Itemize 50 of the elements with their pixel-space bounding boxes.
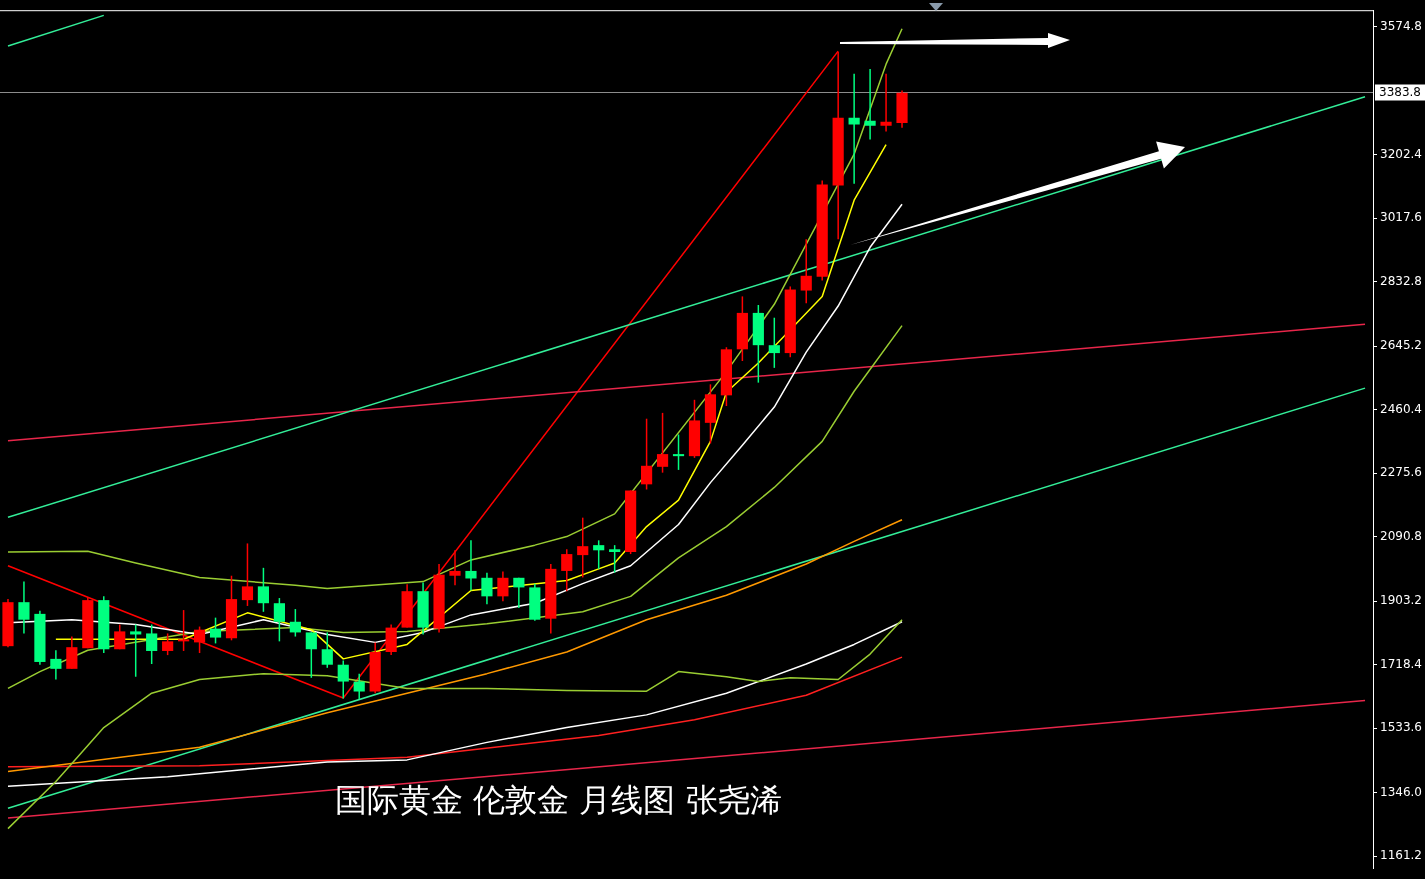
y-tick-label: 1903.2 (1380, 593, 1422, 608)
candlestick (353, 672, 365, 700)
y-tick-label: 1533.6 (1380, 720, 1422, 735)
y-tick-label: 2275.6 (1380, 465, 1422, 480)
ref-line-label: 3383.8 (1379, 84, 1421, 99)
candlestick (241, 542, 254, 607)
candlestick (178, 609, 190, 652)
candlestick (656, 412, 669, 474)
candlestick (146, 623, 158, 665)
y-tick-label: 3017.6 (1380, 210, 1422, 225)
candlestick (641, 417, 653, 491)
candlestick (465, 539, 477, 592)
text: 国际黄金 伦敦金 月线图 张尧浠 (335, 781, 782, 820)
candlestick (209, 616, 222, 645)
y-tick-label: 1718.4 (1380, 656, 1422, 671)
candlestick (18, 580, 30, 635)
candlestick (337, 659, 349, 700)
y-tick-label: 3202.4 (1380, 146, 1422, 161)
candlestick (162, 632, 174, 656)
candlestick (848, 73, 860, 185)
candlestick (593, 539, 605, 570)
y-tick-label: 2645.2 (1380, 338, 1422, 353)
y-tick-label: 2090.8 (1380, 528, 1422, 543)
y-tick-label: 2832.8 (1380, 273, 1422, 288)
candlestick (481, 571, 493, 605)
candlestick (513, 577, 525, 609)
candlestick (561, 548, 573, 592)
candlestick (130, 623, 142, 678)
candlestick (800, 238, 812, 305)
candlestick (449, 549, 461, 587)
y-tick-label: 2460.4 (1380, 401, 1422, 416)
y-tick-label: 1161.2 (1380, 848, 1422, 863)
candlestick (114, 623, 126, 650)
y-tick-label: 3574.8 (1380, 18, 1422, 33)
candlestick (273, 597, 285, 643)
candlestick (193, 625, 206, 654)
candlestick (609, 544, 621, 574)
candlestick (50, 649, 62, 681)
candlestick (321, 631, 333, 669)
candlestick (577, 516, 589, 579)
candlestick (880, 73, 892, 133)
candlestick (257, 567, 270, 613)
candlestick (305, 631, 317, 679)
y-tick-label: 1346.0 (1380, 784, 1422, 799)
candlestick (66, 635, 78, 670)
candlestick (864, 68, 876, 141)
candlestick (497, 570, 509, 602)
candlestick (768, 316, 780, 369)
candlestick (672, 433, 685, 471)
candlestick (289, 608, 301, 638)
